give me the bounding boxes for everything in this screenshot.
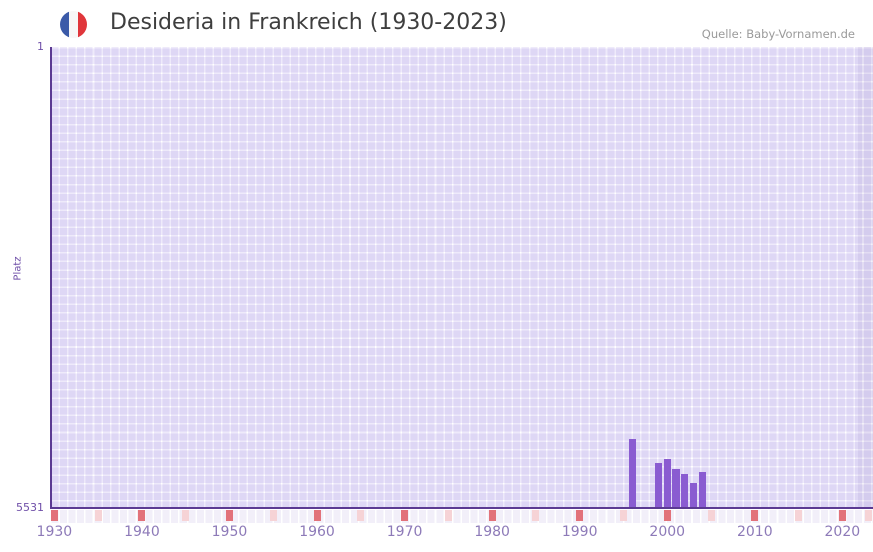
x-tick-minor-1995 <box>619 510 627 521</box>
x-tick-minor-1965 <box>357 510 365 521</box>
x-tick-major-1970 <box>401 510 409 521</box>
x-tick-major-1950 <box>225 510 233 521</box>
x-axis-label-2000: 2000 <box>649 524 686 540</box>
bar-2004 <box>698 472 706 508</box>
y-axis-line <box>50 47 52 508</box>
x-axis-label-1970: 1970 <box>386 524 423 540</box>
x-tick-major-1980 <box>488 510 496 521</box>
x-axis-label-2020: 2020 <box>824 524 861 540</box>
bar-1996 <box>628 438 636 508</box>
x-tick-major-1960 <box>313 510 321 521</box>
plot-area <box>50 47 873 508</box>
bar-2001 <box>672 468 680 508</box>
page-title: Desideria in Frankreich (1930-2023) <box>110 10 507 35</box>
flag-band-white <box>69 11 78 38</box>
shaded-future-region <box>858 47 873 508</box>
x-tick-minor-2015 <box>795 510 803 521</box>
x-tick-major-2010 <box>751 510 759 521</box>
x-tick-major-1990 <box>576 510 584 521</box>
flag-band-blue <box>60 11 70 38</box>
bar-2003 <box>689 482 698 508</box>
x-axis-label-1980: 1980 <box>474 524 510 540</box>
x-tick-minor-1955 <box>269 510 277 521</box>
x-axis-label-2010: 2010 <box>736 524 773 540</box>
x-tick-major-1940 <box>138 510 146 521</box>
x-axis-tick-strip <box>50 510 873 523</box>
flag-band-red <box>77 11 87 38</box>
chart-header: Desideria in Frankreich (1930-2023) Quel… <box>0 0 873 47</box>
source-attribution: Quelle: Baby-Vornamen.de <box>701 27 855 41</box>
x-tick-minor-2005 <box>707 510 715 521</box>
x-tick-major-2020 <box>838 510 846 521</box>
x-axis-label-1950: 1950 <box>211 524 248 540</box>
x-tick-minor-1935 <box>94 510 102 521</box>
x-axis-label-1940: 1940 <box>124 524 160 540</box>
bar-1999 <box>654 462 663 508</box>
x-tick-major-1930 <box>50 510 58 521</box>
france-flag-icon <box>60 11 87 38</box>
x-tick-minor-1945 <box>182 510 190 521</box>
x-axis-labels: 1930 1940 1950 1960 1970 1980 1990 2000 2010 2020 <box>0 524 873 552</box>
bar-2002 <box>681 473 689 508</box>
y-axis-tick-top: 1 <box>37 40 44 53</box>
x-axis-line <box>50 507 873 509</box>
x-axis-label-1960: 1960 <box>299 524 335 540</box>
bar-2000 <box>663 458 671 508</box>
x-axis-label-1930: 1930 <box>36 524 73 540</box>
x-axis-label-1990: 1990 <box>561 524 598 540</box>
x-tick-minor-1975 <box>444 510 452 521</box>
x-tick-major-2000 <box>663 510 671 521</box>
y-axis-title: Platz <box>12 256 24 281</box>
x-tick-minor-1985 <box>532 510 540 521</box>
x-tick-minor-2023 <box>865 510 873 521</box>
y-axis-tick-bottom: 5531 <box>16 501 44 514</box>
